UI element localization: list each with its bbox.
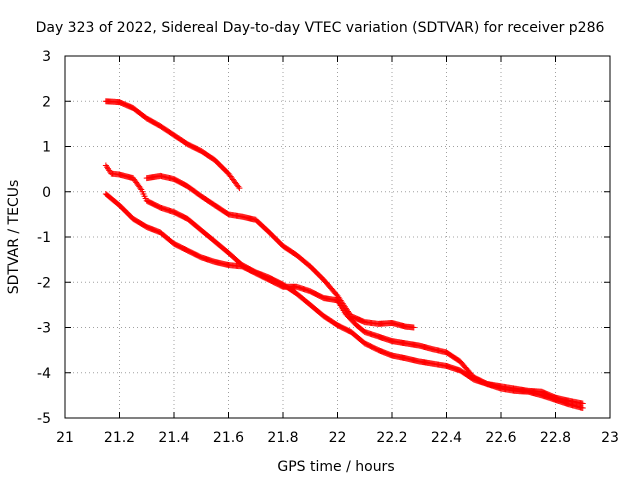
x-axis-label: GPS time / hours [277,459,394,475]
data-point [236,185,243,192]
y-tick-label: -1 [37,230,51,246]
x-axis: 21 21.2 21.4 21.6 21.8 22 22.2 22.4 22.6 22.8 23 [56,56,619,446]
y-axis: -5 -4 -3 -2 -1 0 1 2 3 [37,49,610,427]
x-tick-label: 22 [329,430,347,446]
x-tick-label: 21 [56,430,74,446]
y-tick-label: -3 [37,321,51,337]
x-tick-label: 21.4 [158,430,189,446]
y-tick-label: 1 [42,140,51,156]
y-tick-label: 3 [42,49,51,65]
series-track-a [102,98,243,192]
data-points [102,98,586,412]
x-tick-label: 23 [601,430,619,446]
x-tick-label: 21.8 [267,430,298,446]
data-point [235,183,242,190]
y-axis-label: SDTVAR / TECUs [6,180,22,295]
y-tick-label: -5 [37,411,51,427]
x-tick-label: 22.4 [431,430,462,446]
grid-lines [65,56,610,418]
data-point [579,400,586,407]
chart-title: Day 323 of 2022, Sidereal Day-to-day VTE… [36,20,605,36]
series-track-b [102,162,586,412]
data-point [410,324,417,331]
series-track-c [102,191,586,407]
y-tick-label: -2 [37,275,51,291]
x-tick-label: 21.2 [104,430,135,446]
data-point [137,185,144,192]
x-tick-label: 22.6 [485,430,516,446]
y-tick-label: 0 [42,185,51,201]
y-tick-label: 2 [42,94,51,110]
y-tick-label: -4 [37,366,51,382]
series-track-d [143,172,417,331]
x-tick-label: 22.2 [376,430,407,446]
x-tick-label: 21.6 [213,430,244,446]
x-tick-label: 22.8 [540,430,571,446]
